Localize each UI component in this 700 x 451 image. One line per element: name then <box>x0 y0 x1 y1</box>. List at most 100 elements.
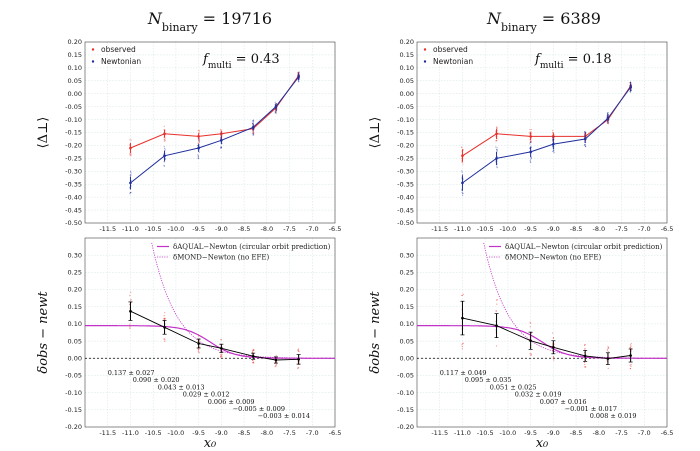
y-tick-label: -0.50 <box>65 219 82 227</box>
sample-point <box>584 132 587 134</box>
sample-point <box>553 149 555 151</box>
sample-point <box>221 355 223 357</box>
sample-point <box>496 298 498 301</box>
sample-point <box>197 142 199 144</box>
sample-point <box>220 354 222 356</box>
data-point-observed <box>461 154 464 158</box>
sample-point <box>198 140 200 142</box>
data-point <box>251 354 255 358</box>
sample-point <box>253 362 255 364</box>
sample-point <box>461 348 463 350</box>
sample-point <box>462 343 464 345</box>
y-tick-label: -0.45 <box>397 206 414 214</box>
series-line-newtonian <box>130 76 299 184</box>
sample-point <box>197 350 199 352</box>
sample-point <box>220 134 222 136</box>
sample-point <box>220 128 222 131</box>
sample-point <box>584 143 586 145</box>
data-point-newtonian <box>274 105 278 108</box>
sample-point <box>583 144 586 146</box>
sample-point <box>629 82 631 84</box>
sample-point <box>496 139 498 141</box>
x-tick-label: -7.0 <box>638 429 651 437</box>
data-point-observed <box>495 132 498 136</box>
sample-point <box>275 363 278 365</box>
sample-point <box>552 137 554 139</box>
y-tick-label: -0.15 <box>397 129 414 137</box>
data-point-observed <box>163 132 166 136</box>
value-label: 0.006 ± 0.009 <box>208 398 255 406</box>
value-label: 0.032 ± 0.019 <box>515 391 562 399</box>
sample-point <box>274 366 276 368</box>
sample-point <box>163 164 165 166</box>
sample-point <box>163 161 166 163</box>
sample-point <box>495 140 497 142</box>
sample-point <box>129 326 131 328</box>
x-tick-label: -6.5 <box>329 429 342 437</box>
data-point <box>552 345 555 349</box>
value-label: 0.090 ± 0.020 <box>133 376 180 384</box>
data-point-newtonian <box>495 157 498 160</box>
sample-point <box>495 345 498 347</box>
sample-point <box>530 140 532 142</box>
x-tick-label: -6.5 <box>329 225 342 233</box>
sample-point <box>129 193 131 195</box>
sample-point <box>461 345 463 348</box>
y-tick-label: -0.10 <box>397 389 414 397</box>
sample-point <box>553 357 555 359</box>
sample-point <box>198 157 200 159</box>
sample-point <box>607 351 609 353</box>
data-point-observed <box>220 132 223 136</box>
sample-point <box>462 163 464 165</box>
sample-point <box>251 351 254 354</box>
y-tick-label: 0.30 <box>400 251 414 259</box>
sample-point <box>552 336 555 339</box>
y-axis-label: δobs − newt <box>368 291 383 374</box>
x-tick-label: -10.5 <box>477 225 494 233</box>
y-axis-label: δobs − newt <box>36 291 51 374</box>
x-tick-label: -8.0 <box>260 429 273 437</box>
sample-point <box>220 147 222 149</box>
y-tick-label: -0.50 <box>397 219 414 227</box>
sample-point <box>462 192 464 194</box>
sample-point <box>553 152 555 154</box>
sample-point <box>129 154 131 156</box>
legend-label: δMOND−Newton (no EFE) <box>173 254 269 262</box>
data-point-newtonian <box>197 146 200 150</box>
y-tick-label: -0.05 <box>397 103 414 111</box>
sample-point <box>529 141 532 143</box>
sample-point <box>629 368 631 370</box>
data-point <box>163 326 166 329</box>
sample-point <box>495 310 497 312</box>
y-tick-label: 0.20 <box>400 38 414 46</box>
sample-point <box>462 293 464 296</box>
value-label: 0.029 ± 0.012 <box>183 391 230 399</box>
sample-point <box>129 174 131 176</box>
sample-point <box>220 146 222 149</box>
sample-point <box>163 161 165 163</box>
sample-point <box>129 325 131 327</box>
x-tick-label: -9.5 <box>524 225 537 233</box>
x-tick-label: -11.5 <box>431 429 448 437</box>
sample-point <box>252 120 255 122</box>
sample-point <box>584 145 586 147</box>
x-tick-label: -8.5 <box>570 225 583 233</box>
sample-point <box>197 130 199 132</box>
sample-point <box>496 147 498 149</box>
legend-label: observed <box>101 45 136 54</box>
axes-frame <box>84 41 336 224</box>
sample-point <box>221 132 223 134</box>
sample-point <box>129 323 131 325</box>
sample-point <box>630 364 632 366</box>
y-tick-label: -0.35 <box>65 180 82 188</box>
sample-point <box>163 139 165 141</box>
sample-point <box>553 150 555 153</box>
data-point-newtonian <box>461 181 464 185</box>
data-point-observed <box>197 135 200 138</box>
sample-point <box>197 157 199 159</box>
y-tick-label: -0.25 <box>397 155 414 163</box>
sample-point <box>584 344 586 346</box>
sample-point <box>252 132 254 135</box>
sample-point <box>629 81 631 83</box>
